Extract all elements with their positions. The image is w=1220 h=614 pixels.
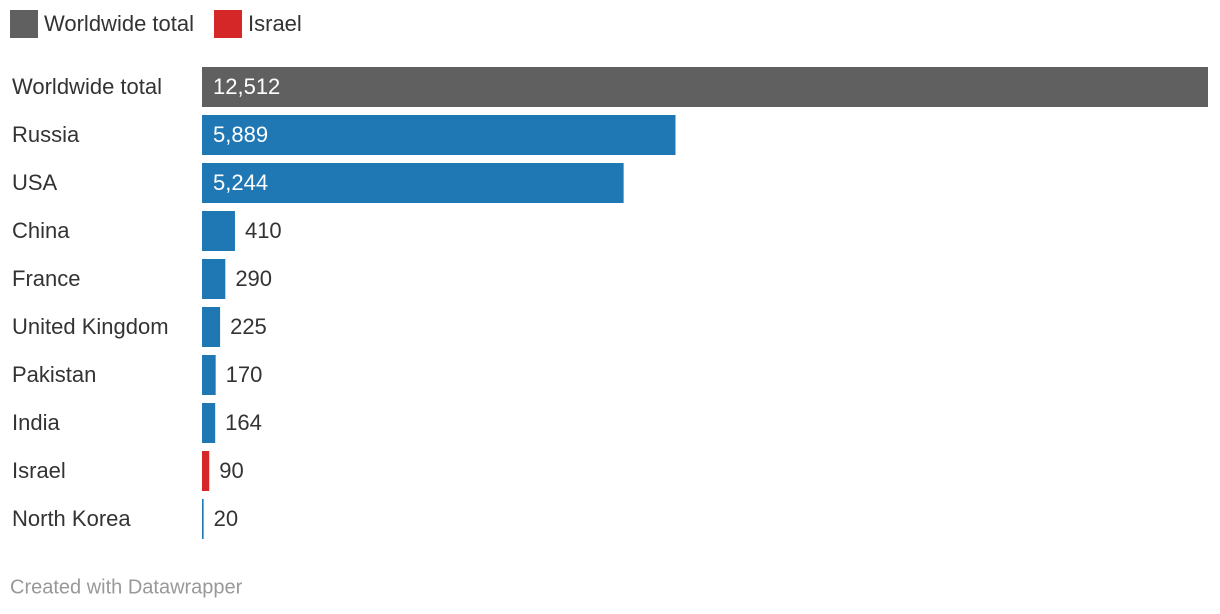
category-label: China <box>12 218 70 243</box>
bar <box>202 115 676 155</box>
bar <box>202 403 216 443</box>
bar <box>202 259 226 299</box>
bar <box>202 499 204 539</box>
value-label: 90 <box>219 458 243 483</box>
legend-swatch <box>10 10 38 38</box>
category-label: Israel <box>12 458 66 483</box>
bar <box>202 163 624 203</box>
bar <box>202 67 1208 107</box>
value-label: 20 <box>214 506 238 531</box>
value-label: 164 <box>225 410 262 435</box>
bar <box>202 451 210 491</box>
bar <box>202 211 235 251</box>
legend-label: Worldwide total <box>44 11 194 36</box>
value-label: 5,889 <box>213 122 268 147</box>
value-label: 290 <box>235 266 272 291</box>
value-label: 225 <box>230 314 267 339</box>
credit: Created with Datawrapper <box>10 576 243 598</box>
value-label: 170 <box>226 362 263 387</box>
value-label: 410 <box>245 218 282 243</box>
value-label: 12,512 <box>213 74 280 99</box>
legend-swatch <box>214 10 242 38</box>
category-label: United Kingdom <box>12 314 169 339</box>
category-label: Pakistan <box>12 362 96 387</box>
bar <box>202 307 221 347</box>
category-label: Worldwide total <box>12 74 162 99</box>
value-label: 5,244 <box>213 170 268 195</box>
category-label: North Korea <box>12 506 131 531</box>
category-label: Russia <box>12 122 80 147</box>
legend-label: Israel <box>248 11 302 36</box>
category-label: France <box>12 266 80 291</box>
bar <box>202 355 216 395</box>
category-label: India <box>12 410 60 435</box>
category-label: USA <box>12 170 58 195</box>
